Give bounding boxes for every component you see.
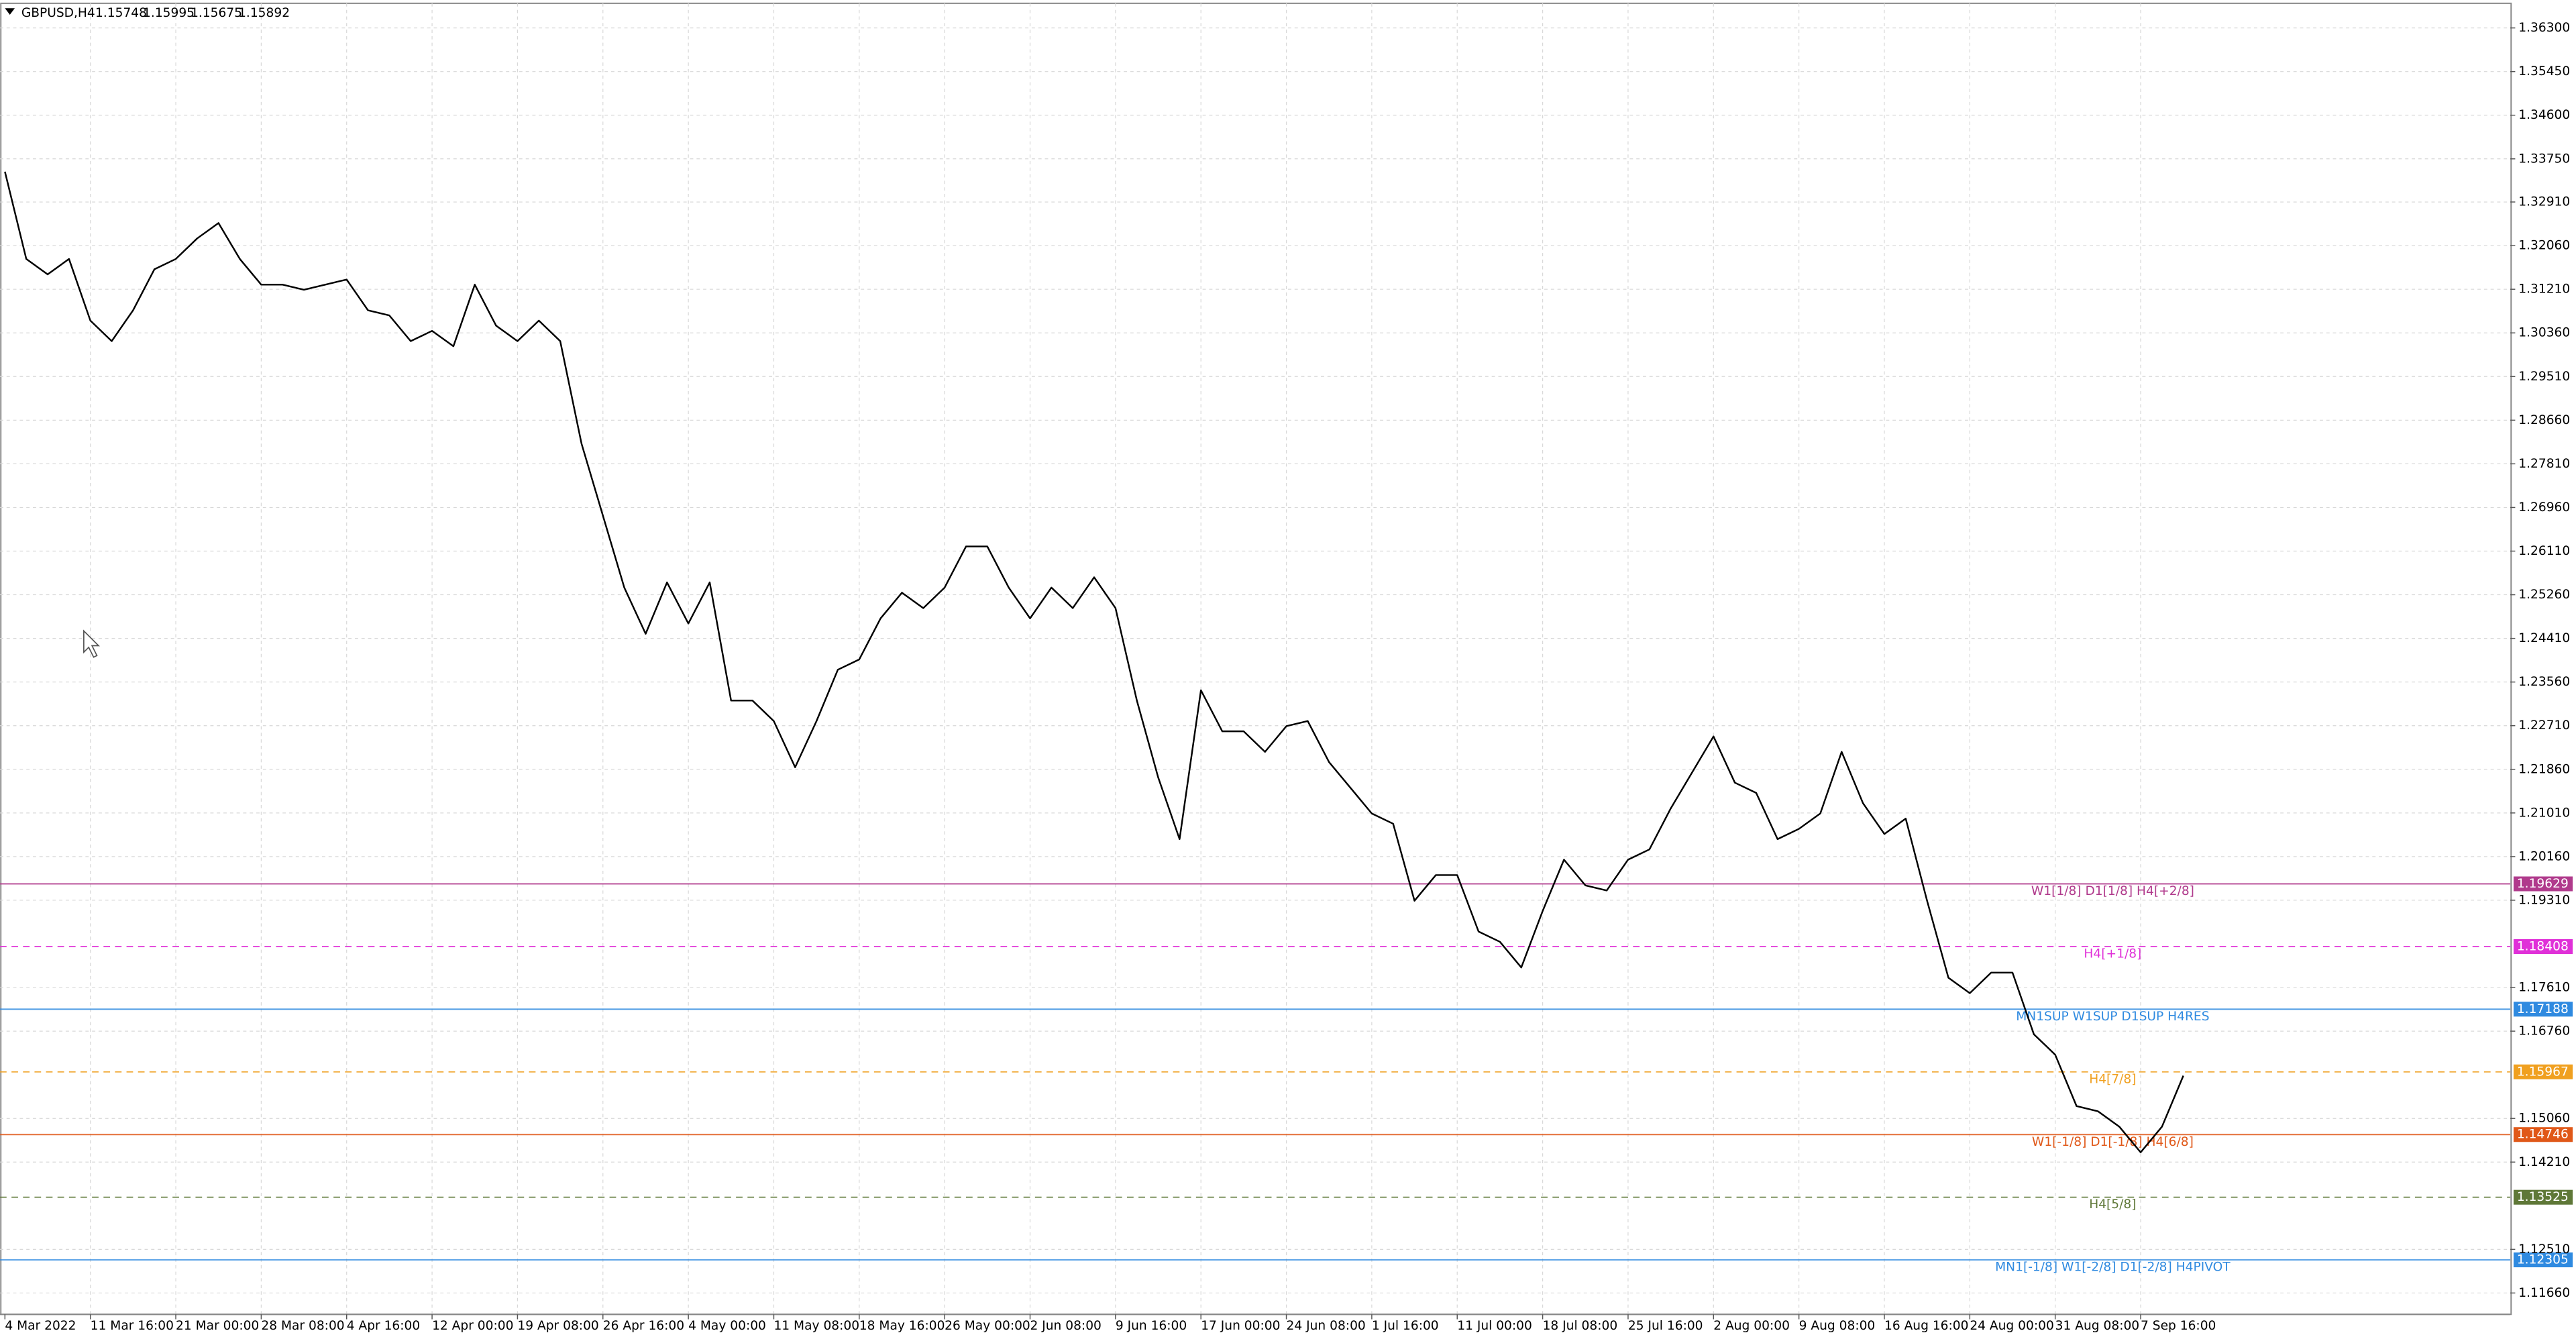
level-price-label: 1.12305: [2517, 1253, 2569, 1267]
x-tick-label: 21 Mar 00:00: [176, 1319, 259, 1333]
y-tick-label: 1.17610: [2518, 981, 2570, 995]
cursor: [83, 629, 101, 658]
axes: 1.36300 1.35450 1.34600 1.33750 1.32910 1.320…: [0, 21, 2570, 1333]
price-line-group: [4, 171, 2184, 1153]
x-tick-label: 9 Jun 16:00: [1116, 1319, 1187, 1333]
x-tick-label: 9 Aug 08:00: [1799, 1319, 1876, 1333]
level-price-box: [2513, 1127, 2573, 1142]
level-label: W1[1/8] D1[1/8] H4[+2/8]: [2031, 884, 2194, 898]
price-line: [4, 171, 2184, 1153]
level-price-label: 1.19629: [2517, 877, 2569, 891]
x-tick-label: 1 Jul 16:00: [1372, 1319, 1439, 1333]
y-tick-label: 1.14210: [2518, 1155, 2570, 1169]
level-price-box: [2513, 939, 2573, 954]
y-tick-label: 1.22710: [2518, 718, 2570, 733]
ohlc-value: 1.15675: [191, 6, 242, 20]
x-tick-label: 18 Jul 08:00: [1543, 1319, 1618, 1333]
level-price-label: 1.13525: [2517, 1190, 2569, 1204]
x-tick-label: 31 Aug 08:00: [2055, 1319, 2139, 1333]
y-tick-label: 1.29510: [2518, 370, 2570, 384]
x-tick-label: 11 Mar 16:00: [91, 1319, 174, 1333]
y-tick-label: 1.32060: [2518, 239, 2570, 253]
x-tick-label: 2 Jun 08:00: [1030, 1319, 1102, 1333]
level-label: MN1SUP W1SUP D1SUP H4RES: [2016, 1010, 2209, 1024]
y-tick-label: 1.15060: [2518, 1112, 2570, 1126]
level-price-label: 1.14746: [2517, 1128, 2569, 1142]
x-tick-label: 12 Apr 00:00: [432, 1319, 513, 1333]
x-tick-label: 24 Jun 08:00: [1287, 1319, 1366, 1333]
x-tick-label: 4 May 00:00: [688, 1319, 766, 1333]
x-tick-label: 4 Apr 16:00: [347, 1319, 420, 1333]
ohlc-value: 1.15892: [238, 6, 290, 20]
y-tick-label: 1.19310: [2518, 893, 2570, 907]
menu-arrow[interactable]: [5, 8, 15, 15]
level-label: H4[5/8]: [2089, 1197, 2136, 1212]
ohlc-value: 1.15748: [95, 6, 147, 20]
x-tick-label: 4 Mar 2022: [5, 1319, 76, 1333]
grid: [0, 3, 2511, 1315]
level-price-label: 1.18408: [2517, 939, 2569, 953]
y-tick-label: 1.11660: [2518, 1286, 2570, 1300]
level-label: MN1[-1/8] W1[-2/8] D1[-2/8] H4PIVOT: [1995, 1261, 2231, 1275]
y-tick-label: 1.21010: [2518, 806, 2570, 820]
y-tick-label: 1.36300: [2518, 21, 2570, 35]
x-tick-label: 7 Sep 16:00: [2141, 1319, 2216, 1333]
levels: W1[1/8] D1[1/8] H4[+2/8] 1.19629 H4[+1/8] 1…: [0, 876, 2573, 1275]
y-tick-label: 1.35450: [2518, 64, 2570, 78]
x-tick-label: 24 Aug 00:00: [1970, 1319, 2053, 1333]
x-tick-label: 11 Jul 00:00: [1457, 1319, 1532, 1333]
level-price-label: 1.15967: [2517, 1065, 2569, 1079]
x-tick-label: 19 Apr 08:00: [517, 1319, 598, 1333]
y-tick-label: 1.34600: [2518, 108, 2570, 122]
level-label: W1[-1/8] D1[-1/8] H4[6/8]: [2032, 1135, 2194, 1149]
y-tick-label: 1.20160: [2518, 849, 2570, 863]
x-tick-label: 28 Mar 08:00: [261, 1319, 344, 1333]
y-tick-label: 1.27810: [2518, 457, 2570, 471]
x-tick-label: 26 Apr 16:00: [603, 1319, 684, 1333]
y-tick-label: 1.21860: [2518, 762, 2570, 776]
x-tick-label: 2 Aug 00:00: [1713, 1319, 1790, 1333]
level-price-box: [2513, 1252, 2573, 1268]
x-tick-label: 25 Jul 16:00: [1628, 1319, 1703, 1333]
level-price-box: [2513, 1189, 2573, 1205]
x-tick-label: 18 May 16:00: [859, 1319, 945, 1333]
y-tick-label: 1.26960: [2518, 500, 2570, 515]
x-tick-label: 11 May 08:00: [773, 1319, 859, 1333]
level-price-box: [2513, 1002, 2573, 1017]
y-tick-label: 1.30360: [2518, 326, 2570, 340]
y-tick-label: 1.25260: [2518, 588, 2570, 602]
x-tick-label: 26 May 00:00: [945, 1319, 1030, 1333]
level-price-box: [2513, 1064, 2573, 1079]
y-tick-label: 1.31210: [2518, 282, 2570, 297]
y-tick-label: 1.12510: [2518, 1242, 2570, 1256]
y-tick-label: 1.33750: [2518, 152, 2570, 166]
level-label: H4[7/8]: [2089, 1072, 2136, 1086]
y-tick-label: 1.32910: [2518, 195, 2570, 209]
y-tick-label: 1.26110: [2518, 544, 2570, 558]
ohlc-value: 1.15995: [143, 6, 195, 20]
y-tick-label: 1.24410: [2518, 631, 2570, 645]
symbol: GBPUSD,H4: [21, 6, 95, 20]
y-tick-label: 1.28660: [2518, 413, 2570, 427]
y-tick-label: 1.16760: [2518, 1024, 2570, 1038]
x-tick-label: 16 Aug 16:00: [1884, 1319, 1968, 1333]
x-tick-label: 17 Jun 00:00: [1201, 1319, 1280, 1333]
level-label: H4[+1/8]: [2084, 947, 2141, 961]
level-price-label: 1.17188: [2517, 1002, 2569, 1016]
y-tick-label: 1.23560: [2518, 675, 2570, 689]
level-price-box: [2513, 876, 2573, 892]
